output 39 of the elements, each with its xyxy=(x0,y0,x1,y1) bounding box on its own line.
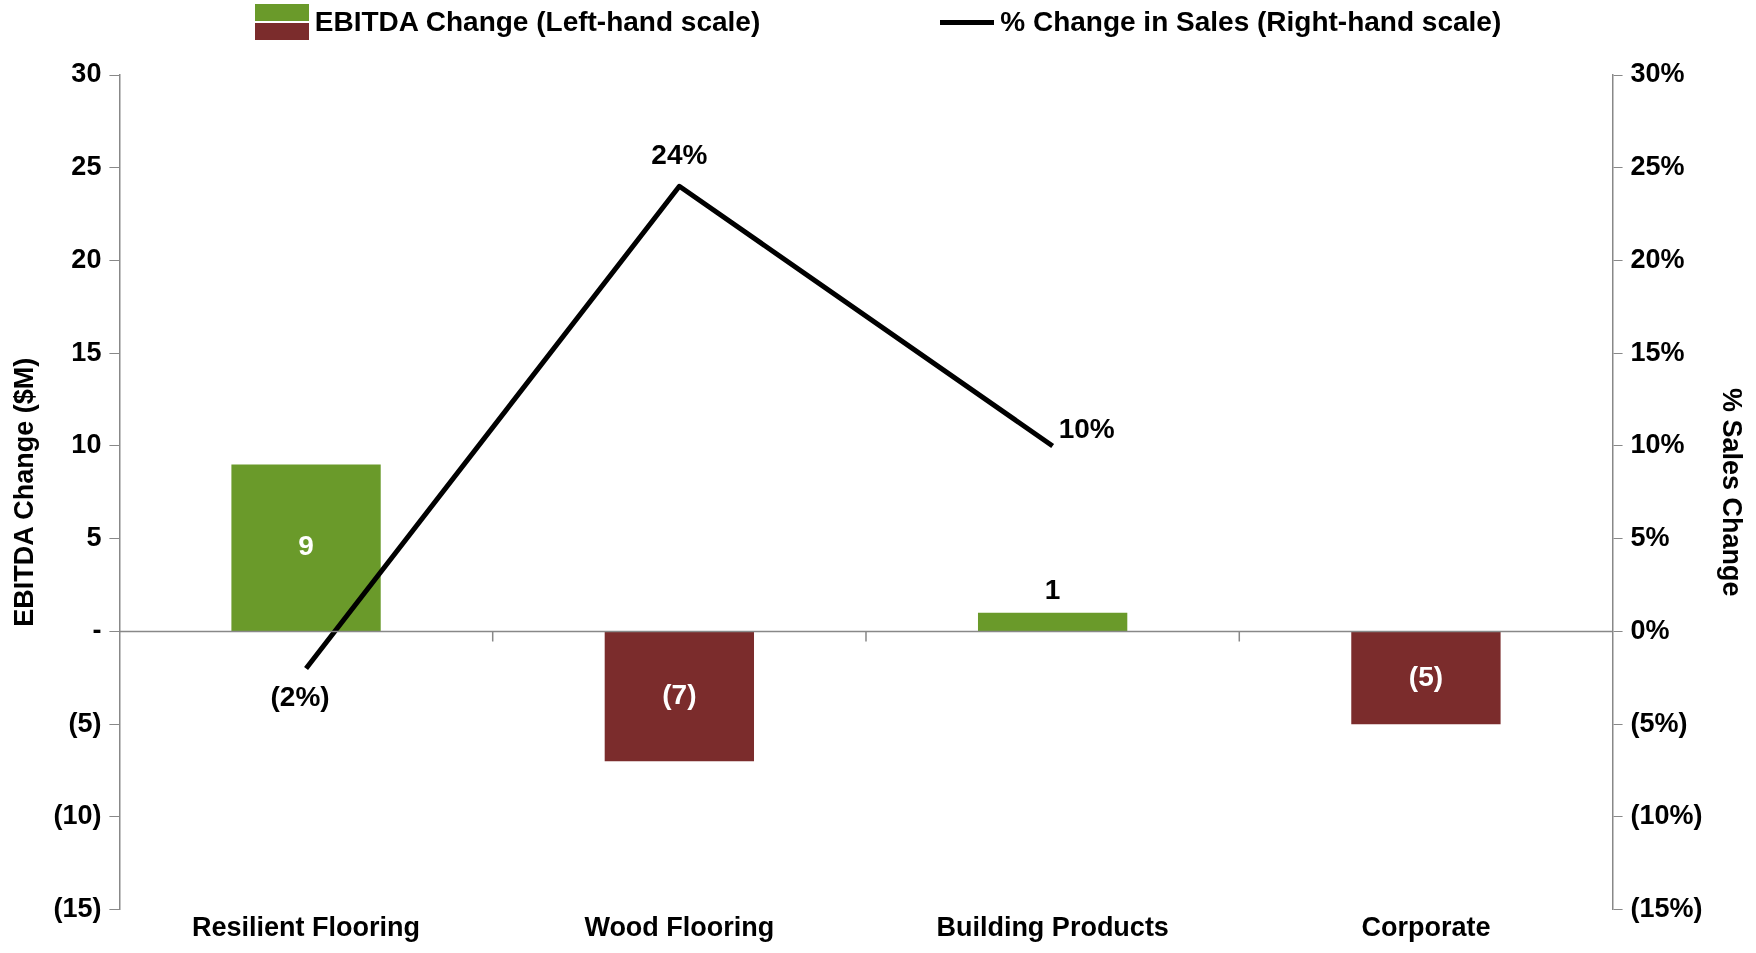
y2-tick-label: (10%) xyxy=(1630,800,1703,831)
data-label: 24% xyxy=(651,139,708,170)
legend-label: EBITDA Change (Left-hand scale) xyxy=(314,6,761,38)
y2-tick-label: 0% xyxy=(1630,614,1670,645)
bar xyxy=(604,631,755,762)
bar xyxy=(231,464,381,631)
y2-tick-label: 10% xyxy=(1630,429,1685,460)
data-label: 10% xyxy=(1058,412,1115,444)
y-tick-label: 15 xyxy=(71,336,102,367)
y2-tick-label: (5%) xyxy=(1630,707,1688,738)
y2-tick-label: 15% xyxy=(1630,336,1685,367)
data-label: (5) xyxy=(1408,660,1444,692)
data-label: 9 xyxy=(298,530,314,562)
y2-tick-label: 25% xyxy=(1630,151,1685,182)
x-tick-label: Resilient Flooring xyxy=(192,912,421,943)
data-label: (2%) xyxy=(270,681,330,713)
y-tick-label: (5) xyxy=(68,707,102,738)
bar xyxy=(1351,631,1501,725)
bar xyxy=(977,612,1128,631)
y-tick-label: 20 xyxy=(71,243,102,274)
legend-label: % Change in Sales (Right-hand scale) xyxy=(1000,6,1502,38)
data-label: 1 xyxy=(1044,573,1061,605)
y-tick-label: (10) xyxy=(53,800,102,831)
data-label: (7) xyxy=(662,679,697,711)
y2-tick-label: (15%) xyxy=(1630,893,1703,924)
y2-tick-label: 5% xyxy=(1630,522,1670,553)
x-tick-label: Building Products xyxy=(936,912,1169,943)
y-tick-label: - xyxy=(92,614,102,645)
y-tick-label: 10 xyxy=(71,429,102,460)
y-axis-title: EBITDA Change ($M) xyxy=(8,357,39,627)
x-tick-label: Wood Flooring xyxy=(584,912,775,943)
y2-axis-title: % Sales Change xyxy=(1717,388,1748,597)
y2-tick-label: 30% xyxy=(1630,58,1685,89)
y2-tick-label: 20% xyxy=(1630,243,1685,274)
y-tick-label: 30 xyxy=(71,58,102,89)
y-tick-label: (15) xyxy=(53,893,102,924)
y-tick-label: 25 xyxy=(71,151,102,182)
x-tick-label: Corporate xyxy=(1361,912,1491,943)
y-tick-label: 5 xyxy=(86,522,102,553)
